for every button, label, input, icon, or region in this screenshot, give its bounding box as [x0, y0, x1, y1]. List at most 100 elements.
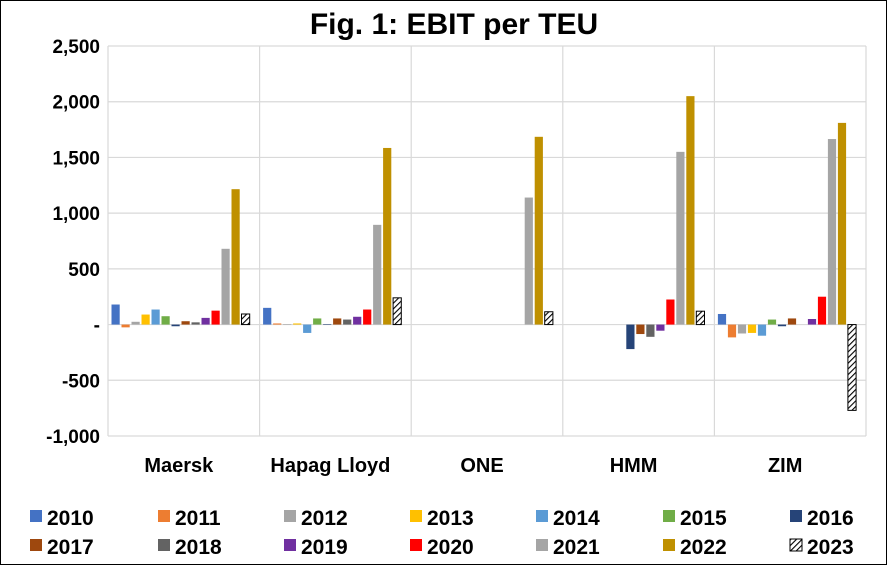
y-tick-label: 2,000 — [52, 93, 100, 114]
bar-2016-hapag-lloyd — [323, 324, 332, 325]
legend-label-2017: 2017 — [47, 536, 94, 559]
bar-2011-hapag-lloyd — [273, 323, 282, 325]
bar-2020-zim — [817, 296, 827, 325]
bar-2011-zim — [727, 324, 737, 338]
legend-swatch-2023 — [789, 538, 803, 552]
bar-2014-hapag-lloyd — [303, 324, 312, 333]
legend-label-2015: 2015 — [680, 507, 727, 530]
bar-2016-maersk — [171, 324, 180, 327]
bar-2016-zim — [777, 324, 787, 327]
y-tick-label: 500 — [68, 260, 100, 281]
bar-2019-maersk — [201, 317, 210, 325]
legend-swatch-2016 — [790, 510, 802, 522]
bar-2014-zim — [757, 324, 767, 336]
x-tick-label: ONE — [460, 455, 503, 477]
bar-2022-hmm — [686, 96, 695, 325]
bar-2015-zim — [767, 319, 777, 325]
legend-label-2020: 2020 — [427, 536, 474, 559]
legend-swatch-2014 — [536, 510, 548, 522]
bar-2013-hapag-lloyd — [293, 323, 302, 325]
bar-2013-maersk — [141, 314, 150, 325]
legend-swatch-2010 — [30, 510, 42, 522]
legend-label-2014: 2014 — [553, 507, 600, 530]
bar-2023-hmm — [695, 310, 705, 326]
y-tick-label: -1,000 — [46, 427, 100, 448]
bar-2012-zim — [737, 324, 747, 334]
bar-2014-maersk — [151, 309, 160, 325]
legend-swatch-2015 — [663, 510, 675, 522]
x-tick-label: HMM — [610, 455, 658, 477]
y-tick-label: -500 — [62, 371, 100, 392]
bar-2012-maersk — [131, 321, 140, 325]
bar-2012-hapag-lloyd — [283, 324, 292, 325]
bar-2022-one — [534, 136, 543, 325]
bar-2020-hapag-lloyd — [363, 309, 372, 325]
bar-2021-one — [524, 197, 533, 325]
bar-2018-hmm — [646, 324, 655, 337]
bar-2018-hapag-lloyd — [343, 319, 352, 325]
bar-2010-maersk — [111, 304, 120, 325]
bar-2013-zim — [747, 324, 757, 333]
bar-2023-maersk — [241, 313, 251, 326]
bar-2016-hmm — [626, 324, 635, 350]
legend-label-2012: 2012 — [301, 507, 348, 530]
legend-swatch-2011 — [158, 510, 170, 522]
bar-2015-hapag-lloyd — [313, 318, 322, 325]
y-tick-label: 2,500 — [52, 37, 100, 58]
bar-2010-zim — [717, 313, 727, 325]
legend-swatch-2018 — [158, 539, 170, 551]
bar-2021-hapag-lloyd — [373, 224, 382, 325]
legend-label-2023: 2023 — [807, 536, 854, 559]
bar-2017-zim — [787, 318, 797, 325]
legend-label-2022: 2022 — [680, 536, 727, 559]
legend-swatch-2017 — [30, 539, 42, 551]
bar-2023-zim — [847, 324, 857, 411]
bar-2017-hapag-lloyd — [333, 318, 342, 325]
x-tick-label: ZIM — [768, 455, 802, 477]
bar-2017-hmm — [636, 324, 645, 335]
y-tick-label: - — [94, 316, 100, 337]
legend-swatch-2012 — [284, 510, 296, 522]
legend-label-2010: 2010 — [47, 507, 94, 530]
bars-layer — [111, 96, 857, 411]
bar-2020-hmm — [666, 299, 675, 325]
bar-2011-maersk — [121, 324, 130, 328]
bar-2015-maersk — [161, 316, 170, 325]
bar-2020-maersk — [211, 310, 220, 325]
legend: 2010 2011 2012 2013 2014 2015 2016 2017 2018 2019… — [30, 507, 854, 559]
bar-2022-zim — [837, 122, 847, 325]
y-tick-label: 1,500 — [52, 148, 100, 169]
bar-2022-hapag-lloyd — [383, 147, 392, 325]
legend-label-2011: 2011 — [175, 507, 221, 530]
legend-label-2021: 2021 — [553, 536, 600, 559]
bar-2021-maersk — [221, 248, 230, 325]
legend-swatch-2019 — [284, 539, 296, 551]
chart-title: Fig. 1: EBIT per TEU — [310, 8, 598, 41]
bar-2022-maersk — [231, 189, 240, 325]
bar-2021-zim — [827, 139, 837, 325]
legend-swatch-2020 — [410, 539, 422, 551]
legend-swatch-2022 — [663, 539, 675, 551]
legend-swatch-2021 — [536, 539, 548, 551]
bar-2018-maersk — [191, 322, 200, 325]
x-tick-label: Hapag Lloyd — [270, 455, 390, 477]
bar-2021-hmm — [676, 151, 685, 325]
bar-2023-hapag-lloyd — [392, 297, 402, 326]
legend-label-2016: 2016 — [807, 507, 854, 530]
x-tick-label: Maersk — [144, 455, 214, 477]
legend-label-2019: 2019 — [301, 536, 348, 559]
bar-2023-one — [544, 311, 554, 326]
bar-2019-zim — [807, 319, 817, 325]
legend-label-2013: 2013 — [427, 507, 474, 530]
legend-swatch-2013 — [410, 510, 422, 522]
bar-2019-hapag-lloyd — [353, 316, 362, 325]
bar-2017-maersk — [181, 321, 190, 325]
axis-layer: 2,500 2,000 1,500 1,000 500 - -500 -1,000 Maersk… — [46, 37, 802, 477]
legend-label-2018: 2018 — [175, 536, 222, 559]
bar-2019-hmm — [656, 324, 665, 331]
grid-layer — [107, 45, 867, 437]
bar-2010-hapag-lloyd — [263, 307, 272, 325]
y-tick-label: 1,000 — [52, 204, 100, 225]
